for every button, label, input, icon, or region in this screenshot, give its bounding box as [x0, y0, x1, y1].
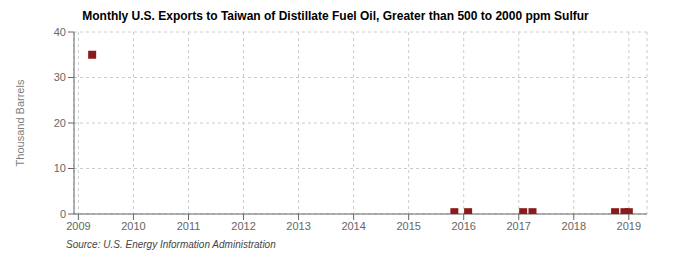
svg-text:2015: 2015	[396, 220, 420, 232]
svg-text:2016: 2016	[451, 220, 475, 232]
svg-text:0: 0	[60, 208, 66, 220]
svg-text:2010: 2010	[121, 220, 145, 232]
svg-text:2013: 2013	[286, 220, 310, 232]
html-text:Source: U.S. Energy Informatio: Source: U.S. Energy Information Administ…	[66, 239, 276, 250]
svg-text:2014: 2014	[341, 220, 365, 232]
svg-text:2018: 2018	[562, 220, 586, 232]
svg-text:2017: 2017	[507, 220, 531, 232]
html-text:Monthly U.S. Exports to Taiwan: Monthly U.S. Exports to Taiwan of Distil…	[82, 9, 589, 23]
svg-text:40: 40	[54, 26, 66, 38]
svg-text:2011: 2011	[177, 220, 201, 232]
svg-text:Thousand Barrels: Thousand Barrels	[14, 79, 26, 166]
svg-text:30: 30	[54, 71, 66, 83]
svg-text:2009: 2009	[66, 220, 90, 232]
svg-text:10: 10	[54, 162, 66, 174]
svg-text:20: 20	[54, 117, 66, 129]
svg-text:2012: 2012	[231, 220, 255, 232]
svg-text:2019: 2019	[617, 220, 641, 232]
